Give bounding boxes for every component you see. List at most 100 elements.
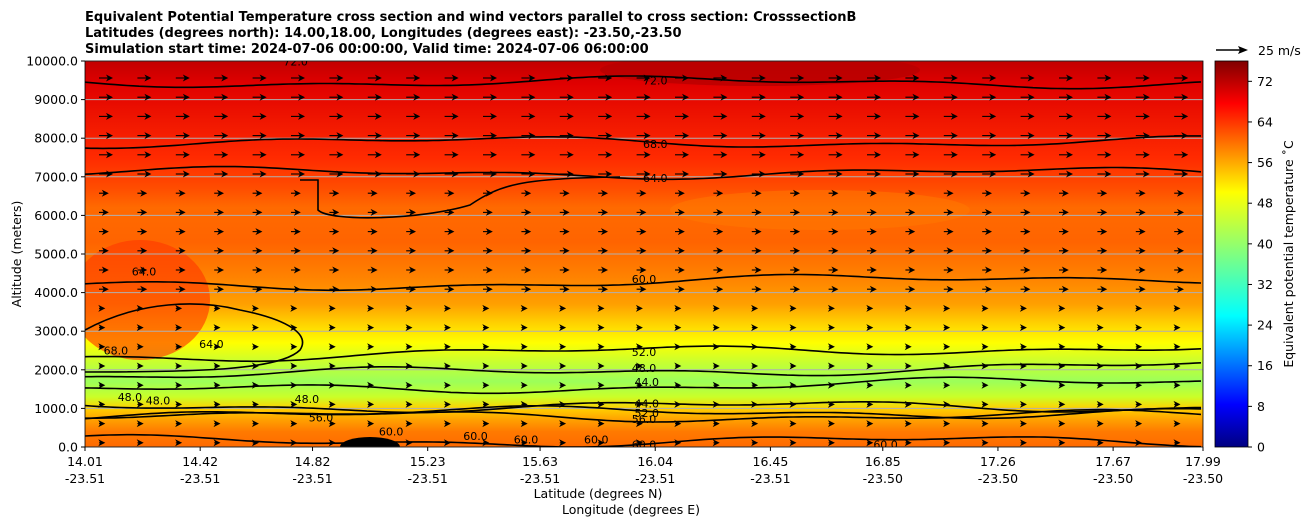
x-tick-label-lon: -23.50 bbox=[863, 471, 903, 486]
wind-vector-arrow-icon bbox=[754, 208, 762, 216]
x-tick-label-lon: -23.51 bbox=[635, 471, 675, 486]
wind-vector-arrow-icon bbox=[528, 93, 536, 101]
wind-vector-arrow-icon bbox=[405, 304, 413, 312]
wind-vector-arrow-icon bbox=[943, 304, 951, 312]
wind-vector-arrow-icon bbox=[946, 228, 954, 236]
wind-vector-arrow-icon bbox=[720, 112, 728, 120]
wind-vector-arrow-icon bbox=[328, 420, 336, 428]
wind-vector-arrow-icon bbox=[866, 381, 874, 389]
wind-vector-arrow-icon bbox=[981, 343, 989, 351]
wind-vector-arrow-icon bbox=[1100, 247, 1108, 255]
wind-vector-arrow-icon bbox=[106, 112, 113, 120]
wind-vector-arrow-icon bbox=[904, 439, 912, 447]
wind-vector-arrow-icon bbox=[213, 420, 221, 428]
wind-vector-arrow-icon bbox=[524, 208, 532, 216]
wind-vector-arrow-icon bbox=[144, 74, 152, 82]
wind-vector-arrow-icon bbox=[1104, 151, 1112, 159]
wind-vector-arrow-icon bbox=[1138, 285, 1146, 293]
wind-vector-arrow-icon bbox=[528, 151, 536, 159]
wind-vector-arrow-icon bbox=[1142, 112, 1150, 120]
wind-vector-arrow-icon bbox=[712, 400, 720, 408]
wind-vector-arrow-icon bbox=[866, 304, 874, 312]
wind-vector-arrow-icon bbox=[217, 208, 224, 216]
contour-label: 56.0 bbox=[632, 413, 657, 426]
wind-vector-arrow-icon bbox=[336, 112, 344, 120]
wind-vector-arrow-icon bbox=[635, 343, 643, 351]
contour-line-44-0 bbox=[85, 401, 1201, 414]
contour-line-64-bulge bbox=[85, 303, 304, 373]
colorbar-label: Equivalent potential temperature ˚C bbox=[1281, 140, 1296, 368]
wind-vector-arrow-icon bbox=[827, 343, 835, 351]
wind-vector-arrow-icon bbox=[639, 247, 647, 255]
wind-vector-arrow-icon bbox=[221, 93, 229, 101]
y-tick-label: 4000.0 bbox=[34, 285, 78, 300]
wind-vector-arrow-icon bbox=[874, 112, 881, 120]
wind-vector-arrow-icon bbox=[908, 285, 916, 293]
wind-vector-arrow-icon bbox=[336, 151, 344, 159]
wind-vector-arrow-icon bbox=[298, 170, 305, 178]
wind-vector-arrow-icon bbox=[251, 324, 259, 332]
wind-vector-arrow-icon bbox=[447, 189, 455, 197]
wind-vector-arrow-icon bbox=[601, 285, 608, 293]
wind-vector-arrow-icon bbox=[1100, 208, 1108, 216]
wind-vector-arrow-icon bbox=[758, 74, 766, 82]
wind-vector-arrow-icon bbox=[524, 247, 532, 255]
wind-vector-arrow-icon bbox=[866, 324, 874, 332]
wind-vector-arrow-icon bbox=[178, 208, 186, 216]
y-tick-label: 6000.0 bbox=[34, 208, 78, 223]
contour-label: 60.0 bbox=[584, 433, 609, 446]
wind-vector-arrow-icon bbox=[639, 266, 647, 274]
wind-vector-arrow-icon bbox=[336, 170, 344, 178]
wind-vector-arrow-icon bbox=[677, 208, 685, 216]
wind-vector-arrow-icon bbox=[443, 324, 451, 332]
wind-vector-arrow-icon bbox=[677, 189, 685, 197]
wind-vector-arrow-icon bbox=[1173, 324, 1181, 332]
wind-vector-arrow-icon bbox=[370, 285, 378, 293]
wind-vector-arrow-icon bbox=[144, 132, 152, 140]
wind-vector-arrow-icon bbox=[332, 228, 340, 236]
wind-vector-arrow-icon bbox=[1173, 381, 1181, 389]
wind-vector-arrow-icon bbox=[259, 112, 267, 120]
wind-vector-arrow-icon bbox=[912, 170, 920, 178]
wind-vector-arrow-icon bbox=[178, 189, 186, 197]
wind-vector-arrow-icon bbox=[175, 400, 183, 408]
contour-label: 60.0 bbox=[514, 433, 539, 446]
wind-vector-arrow-icon bbox=[136, 324, 144, 332]
wind-vector-arrow-icon bbox=[251, 304, 259, 312]
wind-vector-arrow-icon bbox=[559, 362, 567, 370]
wind-vector-arrow-icon bbox=[1066, 151, 1073, 159]
wind-vector-arrow-icon bbox=[989, 151, 997, 159]
wind-vector-arrow-icon bbox=[485, 228, 493, 236]
wind-vector-arrow-icon bbox=[1173, 420, 1181, 428]
y-tick-label: 1000.0 bbox=[34, 401, 78, 416]
wind-vector-arrow-icon bbox=[981, 362, 989, 370]
wind-vector-arrow-icon bbox=[1142, 170, 1150, 178]
wind-vector-arrow-icon bbox=[1019, 439, 1027, 447]
wind-vector-arrow-icon bbox=[751, 420, 759, 428]
wind-vector-arrow-icon bbox=[1019, 304, 1027, 312]
wind-vector-arrow-icon bbox=[136, 362, 144, 370]
wind-vector-arrow-icon bbox=[106, 74, 113, 82]
wind-vector-arrow-icon bbox=[712, 324, 720, 332]
wind-vector-arrow-icon bbox=[827, 420, 835, 428]
wind-vector-arrow-icon bbox=[106, 132, 113, 140]
wind-vector-arrow-icon bbox=[482, 400, 490, 408]
y-tick-label: 3000.0 bbox=[34, 324, 78, 339]
x-tick-label-lon: -23.51 bbox=[408, 471, 448, 486]
wind-vector-arrow-icon bbox=[869, 189, 877, 197]
colorbar-frame bbox=[1214, 60, 1249, 448]
contour-label: 60.0 bbox=[379, 426, 404, 439]
wind-vector-arrow-icon bbox=[175, 304, 183, 312]
contour-label: 60.0 bbox=[632, 273, 657, 286]
wind-vector-arrow-icon bbox=[682, 132, 689, 140]
wind-vector-arrow-icon bbox=[605, 151, 613, 159]
wind-vector-arrow-icon bbox=[213, 304, 221, 312]
wind-vector-arrow-icon bbox=[1027, 112, 1035, 120]
wind-vector-arrow-icon bbox=[1135, 324, 1143, 332]
wind-vector-arrow-icon bbox=[136, 304, 144, 312]
wind-vector-arrow-icon bbox=[674, 343, 682, 351]
wind-vector-arrow-icon bbox=[447, 228, 455, 236]
wind-vector-arrow-icon bbox=[1135, 362, 1143, 370]
wind-vector-arrow-icon bbox=[255, 228, 263, 236]
